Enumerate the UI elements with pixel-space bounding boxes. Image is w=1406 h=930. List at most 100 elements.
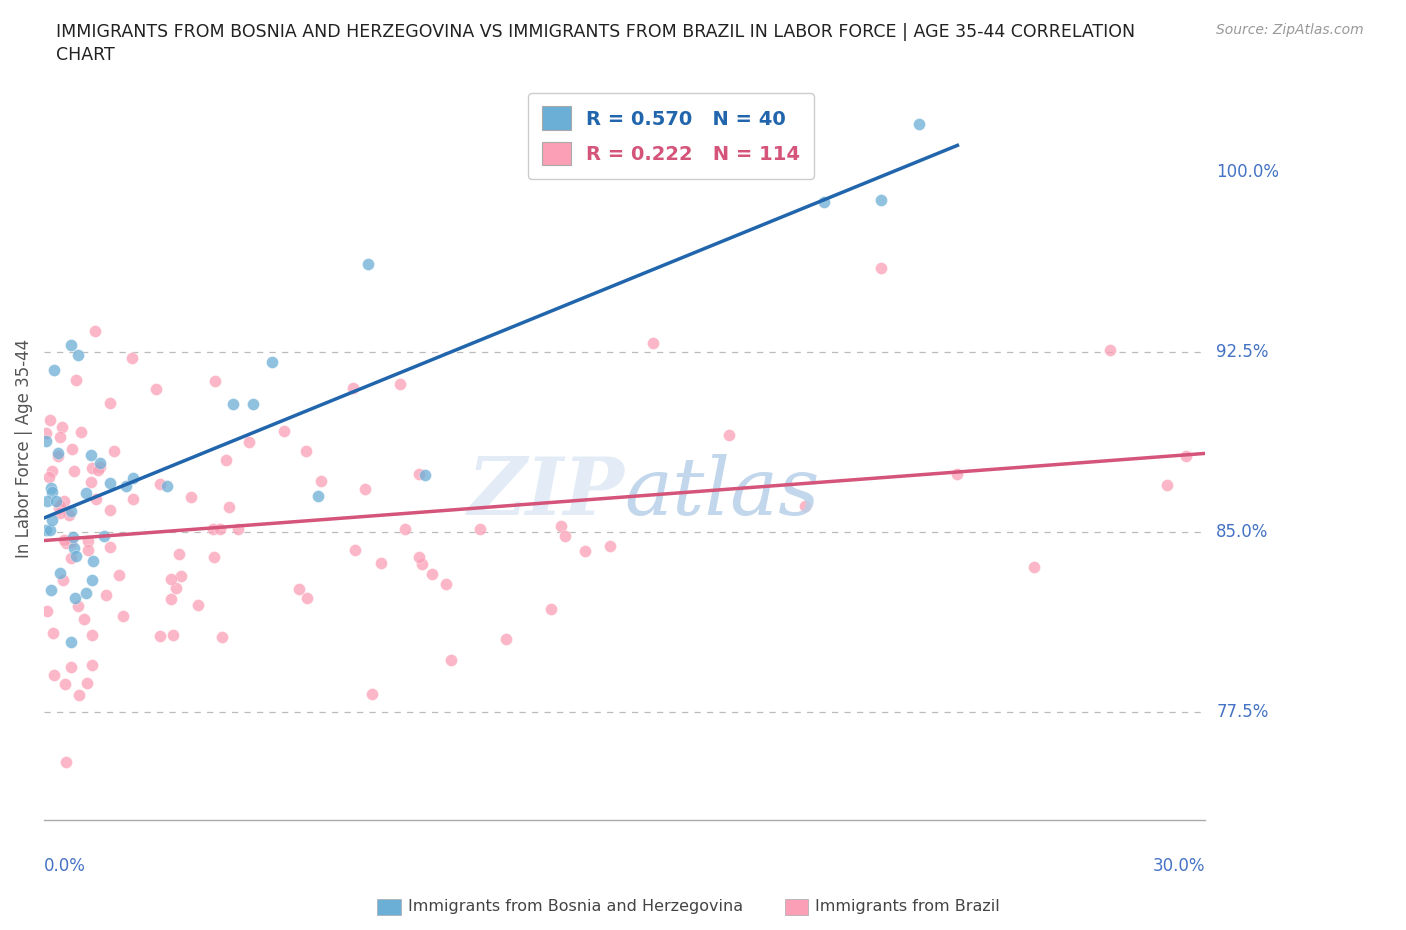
Point [870,193,893,207]
Point [58,508,80,523]
Point [946,467,969,482]
Point [80,658,103,672]
Point [41,512,63,527]
Point [39,480,62,495]
Point [288,581,311,596]
Point [156,479,179,494]
Point [59,338,82,352]
Point [1289,326,1312,340]
Point [62,529,84,544]
Point [98,396,121,411]
Point [870,261,893,276]
Point [59,535,82,550]
Point [408,466,430,481]
Point [67,598,90,613]
Point [55,536,77,551]
Point [38,470,60,485]
Point [41,485,63,499]
Point [46,445,69,460]
Text: ZIP: ZIP [468,454,624,531]
Point [370,555,392,570]
Point [41,463,63,478]
Point [226,522,249,537]
Point [52,572,75,587]
Point [49,565,72,580]
Y-axis label: In Labor Force | Age 35-44: In Labor Force | Age 35-44 [15,339,32,558]
Point [98,503,121,518]
Point [89,456,111,471]
Point [79,474,101,489]
Point [540,602,562,617]
Point [93,528,115,543]
Point [389,377,412,392]
Point [55,755,77,770]
Point [121,351,143,365]
Point [1098,342,1121,357]
Point [49,498,72,512]
Point [75,485,97,500]
Text: Immigrants from Bosnia and Herzegovina: Immigrants from Bosnia and Herzegovina [408,899,742,914]
Point [440,653,463,668]
Point [62,540,84,555]
Point [204,373,226,388]
Point [165,581,187,596]
Point [354,481,377,496]
Text: Immigrants from Brazil: Immigrants from Brazil [815,899,1000,914]
Point [84,324,107,339]
Text: 100.0%: 100.0% [1216,163,1279,180]
Point [215,453,238,468]
Point [1365,485,1388,499]
Point [53,532,76,547]
Point [122,492,145,507]
Point [202,549,225,564]
Point [641,335,664,350]
Point [80,573,103,588]
Point [718,428,741,443]
Point [420,566,443,581]
Point [98,475,121,490]
Point [37,493,59,508]
Point [160,591,183,606]
Text: 30.0%: 30.0% [1153,857,1205,874]
Point [187,597,209,612]
Point [69,424,91,439]
Point [342,380,364,395]
Point [42,626,65,641]
Point [66,347,89,362]
Point [149,476,172,491]
Point [794,498,817,513]
Point [65,373,87,388]
Point [550,519,572,534]
Text: CHART: CHART [56,46,115,64]
Point [76,543,98,558]
Point [273,423,295,438]
Point [48,500,70,515]
Point [38,523,60,538]
Point [408,549,430,564]
Point [63,591,86,606]
Legend: R = 0.570   N = 40, R = 0.222   N = 114: R = 0.570 N = 40, R = 0.222 N = 114 [527,93,814,179]
Point [356,257,378,272]
Point [42,668,65,683]
Point [51,419,73,434]
Point [242,397,264,412]
Point [295,444,318,458]
Point [59,659,82,674]
Point [35,426,58,441]
Point [98,540,121,555]
Point [53,677,76,692]
Point [159,572,181,587]
Text: 77.5%: 77.5% [1216,703,1268,722]
Point [1365,505,1388,520]
Point [436,577,458,591]
Point [63,464,86,479]
Point [1327,472,1350,487]
Point [295,591,318,606]
Point [211,630,233,644]
Point [41,582,63,597]
Point [468,522,491,537]
Point [360,686,382,701]
Point [59,634,82,649]
Point [111,608,134,623]
Point [599,538,621,553]
